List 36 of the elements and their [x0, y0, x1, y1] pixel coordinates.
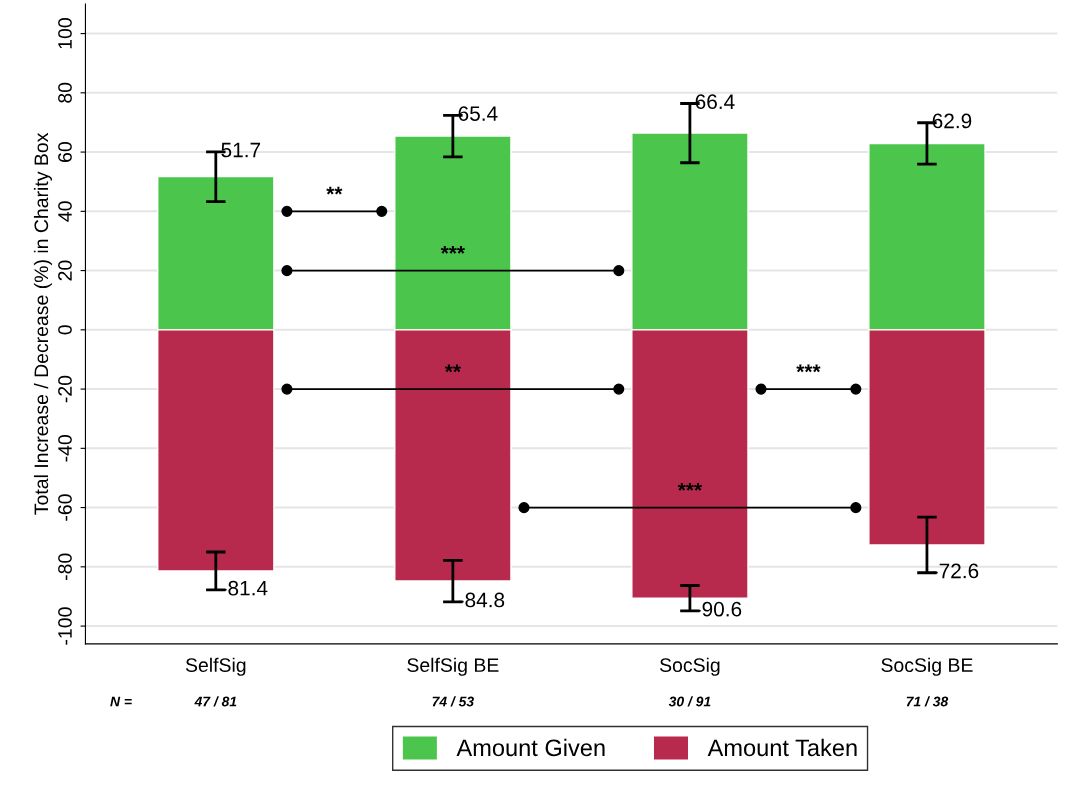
- annotation: **: [444, 364, 461, 373]
- annotation: ***: [677, 482, 703, 491]
- x-tick-label: SelfSig BE: [407, 657, 499, 676]
- annotation: **: [326, 186, 343, 195]
- annotation: ***: [440, 245, 465, 254]
- x-tick-label: SocSig BE: [881, 657, 973, 676]
- text: 71 / 38: [906, 696, 949, 707]
- data-label: 65.4: [458, 106, 498, 121]
- y-tick-label: 80: [58, 82, 72, 103]
- y-tick-label: 40: [58, 201, 72, 222]
- y-tick-label: -100: [58, 607, 72, 645]
- y-tick-label: 100: [58, 18, 72, 49]
- text: 47 / 81: [194, 696, 237, 707]
- x-tick-label: SocSig: [659, 657, 720, 676]
- legend-label: Amount Given: [456, 738, 605, 757]
- data-label: -81.4: [221, 580, 268, 596]
- text: 74 / 53: [432, 696, 474, 707]
- text: N =: [110, 696, 132, 707]
- y-tick-label: -20: [58, 375, 72, 403]
- data-label: -84.8: [458, 592, 505, 608]
- data-label: -90.6: [695, 601, 742, 617]
- y-tick-label: -80: [58, 553, 72, 581]
- data-label: -72.6: [932, 563, 979, 579]
- y-axis-title: Total Increase / Decrease (%) in Charity Box: [33, 132, 53, 515]
- legend-label: Amount Taken: [707, 738, 857, 757]
- y-tick-label: -60: [58, 494, 72, 521]
- y-tick-label: 20: [58, 260, 72, 281]
- annotation: ***: [796, 364, 821, 373]
- y-tick-label: 60: [58, 142, 72, 162]
- x-tick-label: SelfSig: [185, 657, 246, 676]
- data-label: 66.4: [695, 94, 735, 110]
- data-label: 51.7: [221, 142, 261, 158]
- y-tick-label: -40: [58, 435, 72, 462]
- data-label: 62.9: [932, 113, 972, 129]
- y-tick-label: 0: [58, 325, 72, 335]
- text: 30 / 91: [668, 696, 711, 707]
